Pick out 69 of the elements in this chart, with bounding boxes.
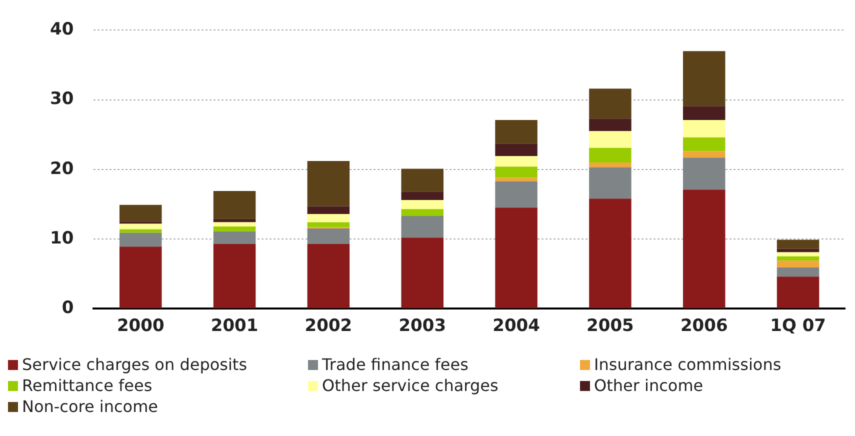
bar bbox=[776, 256, 820, 261]
legend-label: Insurance commissions bbox=[594, 355, 782, 374]
bar bbox=[682, 158, 726, 190]
bar bbox=[776, 240, 820, 249]
bar bbox=[682, 106, 726, 120]
legend-label: Trade finance fees bbox=[322, 355, 468, 374]
legend-label: Non-core income bbox=[22, 397, 158, 416]
bar bbox=[307, 222, 350, 228]
bar bbox=[682, 137, 726, 152]
bar bbox=[495, 181, 538, 208]
bar bbox=[401, 168, 444, 192]
x-tick-label: 2001 bbox=[210, 316, 258, 336]
bar bbox=[495, 208, 538, 308]
bar bbox=[119, 232, 162, 247]
bar bbox=[589, 198, 632, 308]
bar bbox=[401, 192, 444, 200]
bar bbox=[682, 151, 726, 158]
bar bbox=[682, 120, 726, 138]
bar bbox=[119, 224, 162, 230]
legend-label: Service charges on deposits bbox=[22, 355, 248, 374]
bar bbox=[776, 276, 820, 308]
bar bbox=[307, 244, 350, 308]
y-tick-label: 0 bbox=[62, 298, 74, 318]
bar bbox=[589, 118, 632, 132]
x-tick-label: 1Q 07 bbox=[770, 316, 826, 336]
bar bbox=[307, 214, 350, 222]
bar bbox=[776, 260, 820, 268]
bar bbox=[401, 216, 444, 238]
bar bbox=[213, 231, 256, 244]
x-tick-label: 2002 bbox=[304, 316, 352, 336]
bar bbox=[213, 222, 256, 226]
bar bbox=[589, 148, 632, 162]
y-tick-label: 20 bbox=[50, 158, 74, 179]
bar bbox=[401, 209, 444, 216]
bar bbox=[401, 200, 444, 210]
bar bbox=[495, 156, 538, 167]
bar bbox=[119, 204, 162, 222]
bar bbox=[495, 166, 538, 178]
bar bbox=[307, 228, 350, 244]
legend-label: Remittance fees bbox=[22, 376, 152, 395]
bar bbox=[495, 144, 538, 156]
bar bbox=[776, 252, 820, 256]
x-tick-label: 2000 bbox=[116, 316, 164, 336]
legend-label: Other service charges bbox=[322, 376, 498, 395]
bar bbox=[213, 218, 256, 222]
bar bbox=[589, 167, 632, 199]
bar bbox=[589, 131, 632, 148]
x-tick-label: 2005 bbox=[586, 316, 634, 336]
bar bbox=[682, 190, 726, 308]
bar bbox=[213, 190, 256, 219]
legend-label: Other income bbox=[594, 376, 704, 395]
bar bbox=[776, 268, 820, 277]
y-tick-label: 30 bbox=[50, 89, 74, 110]
y-tick-label: 10 bbox=[50, 228, 74, 248]
bar bbox=[682, 51, 726, 106]
bar bbox=[401, 238, 444, 308]
bar bbox=[776, 248, 820, 252]
bar bbox=[307, 206, 350, 214]
bar bbox=[589, 88, 632, 119]
x-tick-label: 2006 bbox=[680, 316, 728, 336]
bar bbox=[213, 244, 256, 308]
y-tick-label: 40 bbox=[50, 20, 74, 40]
bar bbox=[119, 246, 162, 308]
x-tick-label: 2003 bbox=[398, 316, 446, 336]
x-tick-label: 2004 bbox=[492, 316, 540, 336]
bar bbox=[307, 161, 350, 206]
bar bbox=[213, 226, 256, 232]
bar bbox=[589, 162, 632, 168]
bar bbox=[495, 120, 538, 144]
